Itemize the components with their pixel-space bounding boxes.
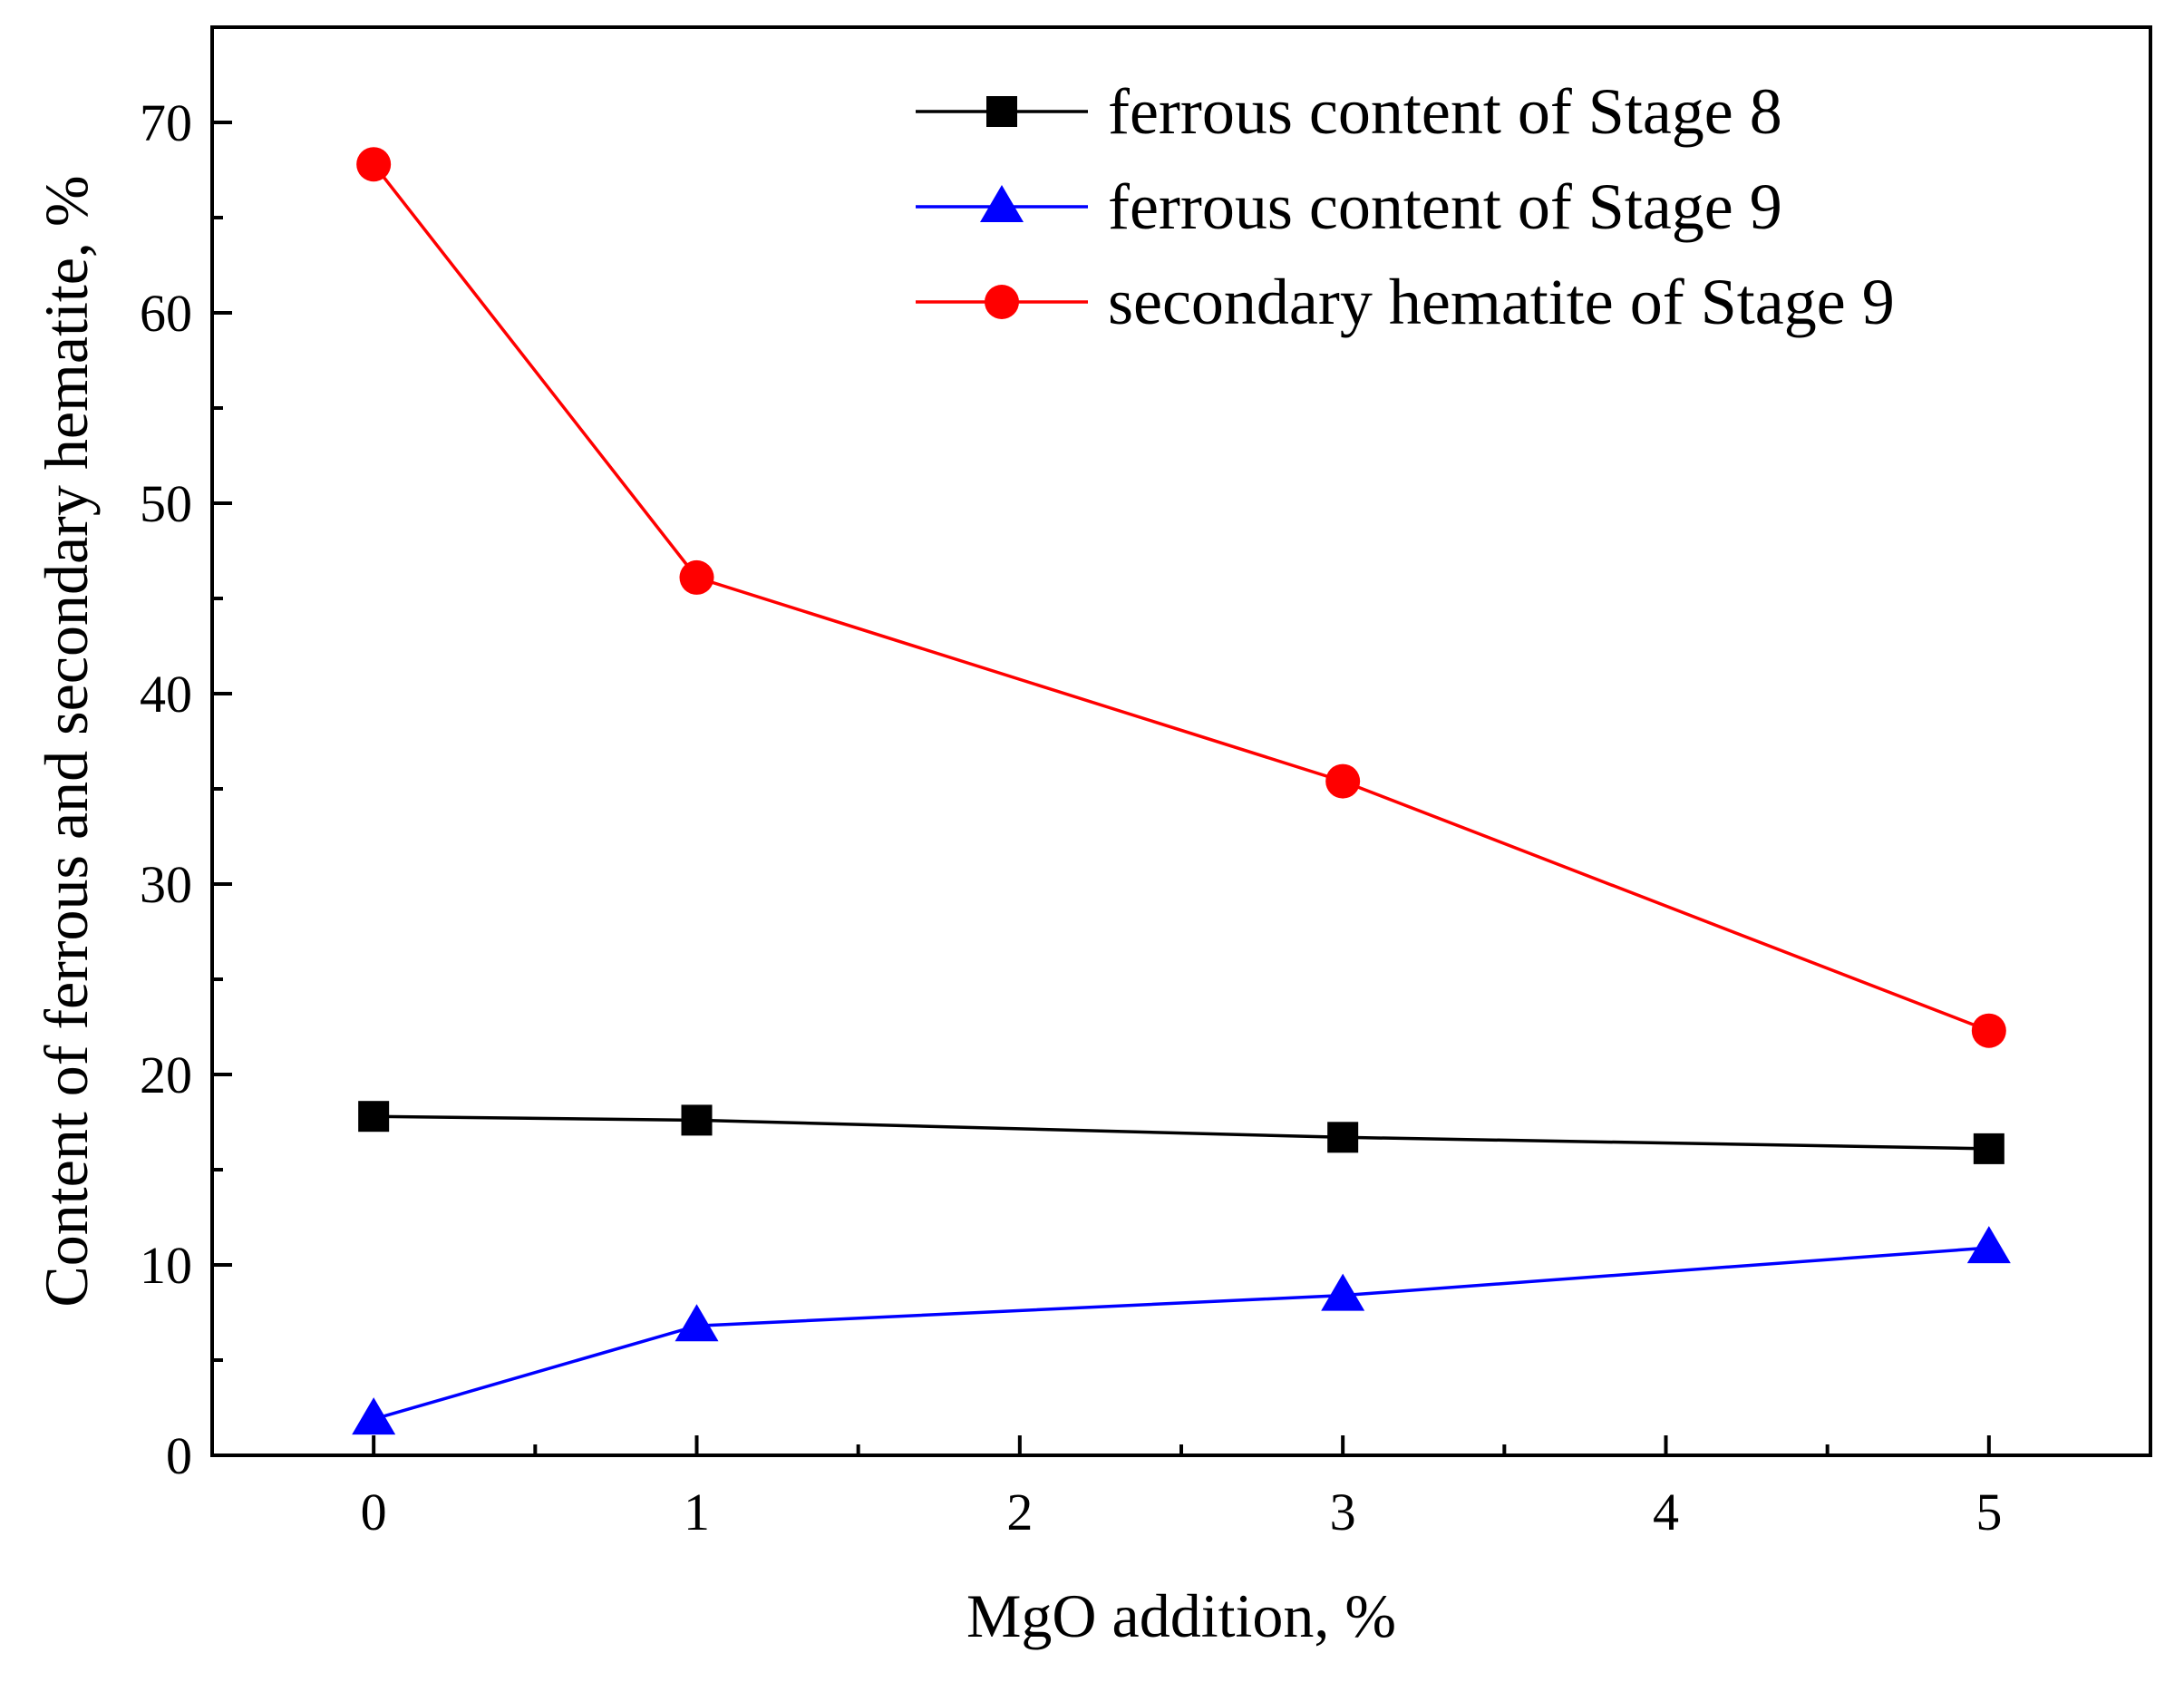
legend-item-3: secondary hematite of Stage 9 — [916, 266, 1895, 338]
x-tick-label: 1 — [684, 1483, 710, 1541]
legend-label: secondary hematite of Stage 9 — [1108, 266, 1895, 338]
y-tick-label: 30 — [140, 855, 192, 914]
x-tick-label: 2 — [1006, 1483, 1033, 1541]
y-tick-label: 20 — [140, 1045, 192, 1104]
y-axis-title: Content of ferrous and secondary hematit… — [32, 175, 101, 1307]
x-tick-label: 4 — [1653, 1483, 1679, 1541]
legend-marker — [986, 96, 1017, 127]
legend-item-1: ferrous content of Stage 8 — [916, 75, 1782, 148]
data-point — [356, 147, 392, 182]
y-tick-label: 60 — [140, 284, 192, 343]
legend-label: ferrous content of Stage 8 — [1108, 75, 1782, 148]
y-tick-label: 40 — [140, 665, 192, 724]
data-point — [681, 1104, 713, 1136]
data-point — [1966, 1226, 2011, 1264]
series-2 — [352, 1226, 2011, 1435]
series-line — [372, 163, 1990, 1033]
data-point — [675, 1304, 719, 1342]
y-tick-label: 50 — [140, 474, 192, 533]
legend-marker — [980, 185, 1024, 222]
data-point — [679, 559, 714, 595]
data-point — [358, 1101, 390, 1133]
legend-marker — [985, 285, 1019, 319]
series-line — [373, 1246, 1989, 1421]
x-tick-label: 5 — [1975, 1483, 2002, 1541]
data-point — [352, 1397, 396, 1435]
series — [352, 147, 2011, 1435]
x-axis-title: MgO addition, % — [966, 1581, 1396, 1650]
x-tick-label: 3 — [1330, 1483, 1356, 1541]
legend: ferrous content of Stage 8 ferrous conten… — [916, 75, 1895, 338]
data-point — [1321, 1273, 1365, 1311]
data-point — [1327, 1122, 1359, 1153]
data-point — [1973, 1133, 2004, 1164]
data-point — [1325, 763, 1361, 799]
series-3 — [356, 147, 2006, 1048]
legend-label: ferrous content of Stage 9 — [1108, 170, 1782, 243]
series-line — [374, 1114, 1989, 1151]
data-point — [1971, 1013, 2006, 1048]
y-tick-label: 0 — [166, 1426, 192, 1485]
x-tick-label: 0 — [361, 1483, 387, 1541]
y-tick-label: 70 — [140, 93, 192, 152]
y-tick-label: 10 — [140, 1236, 192, 1295]
legend-item-2: ferrous content of Stage 9 — [916, 170, 1782, 243]
series-1 — [358, 1101, 2004, 1164]
